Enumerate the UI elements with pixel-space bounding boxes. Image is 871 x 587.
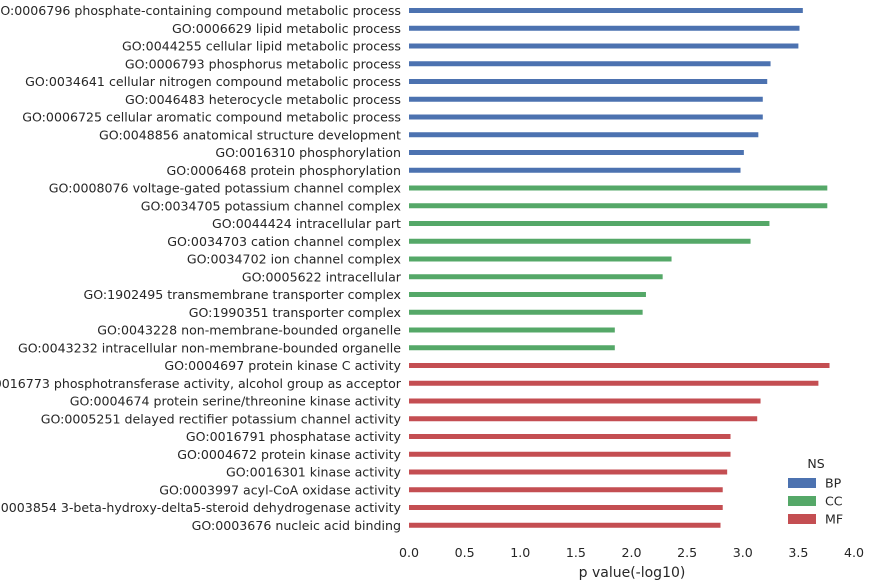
x-tick-label: 4.0 xyxy=(844,545,864,560)
category-label: GO:0034702 ion channel complex xyxy=(187,252,402,267)
bar-cc xyxy=(409,274,663,280)
category-label: GO:0006468 protein phosphorylation xyxy=(167,163,401,178)
bar-cc xyxy=(409,238,751,244)
category-label: GO:0043232 intracellular non-membrane-bo… xyxy=(18,340,401,355)
category-label: GO:0003997 acyl-CoA oxidase activity xyxy=(159,482,401,497)
bar-bp xyxy=(409,132,759,138)
category-label: GO:0043228 non-membrane-bounded organell… xyxy=(97,323,401,338)
legend-swatch-mf xyxy=(788,514,816,524)
bar-mf xyxy=(409,505,723,510)
legend-label: CC xyxy=(825,494,843,509)
category-label: GO:0006725 cellular aromatic compound me… xyxy=(22,110,401,125)
x-tick-label: 2.0 xyxy=(621,545,641,560)
bar-bp xyxy=(409,25,800,31)
bar-cc xyxy=(409,309,643,315)
category-label: GO:0016791 phosphatase activity xyxy=(186,429,402,444)
x-tick-label: 2.5 xyxy=(677,545,697,560)
bar-bp xyxy=(409,8,803,13)
bar-cc xyxy=(409,221,770,226)
bar-bp xyxy=(409,43,799,49)
category-label: GO:0034705 potassium channel complex xyxy=(141,198,402,213)
category-label: GO:1990351 transporter complex xyxy=(189,305,402,320)
bar-mf xyxy=(409,363,830,368)
category-label: GO:0004697 protein kinase C activity xyxy=(164,358,401,373)
bar-cc xyxy=(409,203,828,209)
x-tick-label: 0.0 xyxy=(399,545,419,560)
bar-bp xyxy=(409,61,771,67)
bar-mf xyxy=(409,469,728,475)
category-label: GO:0044424 intracellular part xyxy=(212,216,401,231)
bar-bp xyxy=(409,150,744,155)
category-label: GO:0005622 intracellular xyxy=(242,269,402,284)
category-label: GO:0016773 phosphotransferase activity, … xyxy=(0,376,402,391)
bar-mf xyxy=(409,416,758,422)
bar-cc xyxy=(409,292,646,297)
bar-bp xyxy=(409,96,763,102)
category-label: GO:0008076 voltage-gated potassium chann… xyxy=(49,181,402,196)
bar-cc xyxy=(409,345,615,351)
bar-mf xyxy=(409,451,731,457)
category-labels: GO:0006796 phosphate-containing compound… xyxy=(0,3,402,533)
x-tick-label: 0.5 xyxy=(455,545,475,560)
bar-mf xyxy=(409,522,721,528)
category-label: GO:0006793 phosphorus metabolic process xyxy=(125,56,401,71)
legend-title: NS xyxy=(807,456,824,471)
category-label: GO:1902495 transmembrane transporter com… xyxy=(83,287,401,302)
bar-mf xyxy=(409,487,723,493)
legend-label: BP xyxy=(825,476,842,491)
x-tick-label: 1.5 xyxy=(566,545,586,560)
bar-cc xyxy=(409,185,828,191)
category-label: GO:0005251 delayed rectifier potassium c… xyxy=(41,411,402,426)
bar-bp xyxy=(409,167,741,173)
bar-bp xyxy=(409,114,763,120)
bar-mf xyxy=(409,398,761,404)
category-label: GO:0003676 nucleic acid binding xyxy=(192,518,401,533)
legend: NS BP CC MF xyxy=(788,456,843,527)
x-tick-label: 3.0 xyxy=(733,545,753,560)
category-label: GO:0034703 cation channel complex xyxy=(167,234,401,249)
x-axis-title: p value(-log10) xyxy=(579,565,686,581)
bar-bp xyxy=(409,79,768,84)
category-label: GO:0003854 3-beta-hydroxy-delta5-steroid… xyxy=(0,500,402,515)
bar-cc xyxy=(409,256,672,262)
x-axis: 0.0 0.5 1.0 1.5 2.0 2.5 3.0 3.5 4.0 xyxy=(399,545,864,560)
plot-area xyxy=(409,8,830,528)
category-label: GO:0016310 phosphorylation xyxy=(215,145,401,160)
category-label: GO:0048856 anatomical structure developm… xyxy=(99,127,401,142)
bar-mf xyxy=(409,380,819,386)
category-label: GO:0016301 kinase activity xyxy=(226,465,402,480)
legend-entries: BP CC MF xyxy=(788,476,843,527)
category-label: GO:0004672 protein kinase activity xyxy=(177,447,401,462)
category-label: GO:0004674 protein serine/threonine kina… xyxy=(70,394,402,409)
category-label: GO:0044255 cellular lipid metabolic proc… xyxy=(122,39,401,54)
category-label: GO:0006629 lipid metabolic process xyxy=(172,21,401,36)
bar-cc xyxy=(409,327,615,333)
category-label: GO:0046483 heterocycle metabolic process xyxy=(125,92,401,107)
category-label: GO:0034641 cellular nitrogen compound me… xyxy=(25,74,401,89)
category-label: GO:0006796 phosphate-containing compound… xyxy=(0,3,401,18)
legend-swatch-bp xyxy=(788,478,816,488)
legend-swatch-cc xyxy=(788,496,816,506)
x-tick-label: 1.0 xyxy=(510,545,530,560)
legend-label: MF xyxy=(825,512,843,527)
x-tick-label: 3.5 xyxy=(788,545,808,560)
bar-mf xyxy=(409,434,731,439)
